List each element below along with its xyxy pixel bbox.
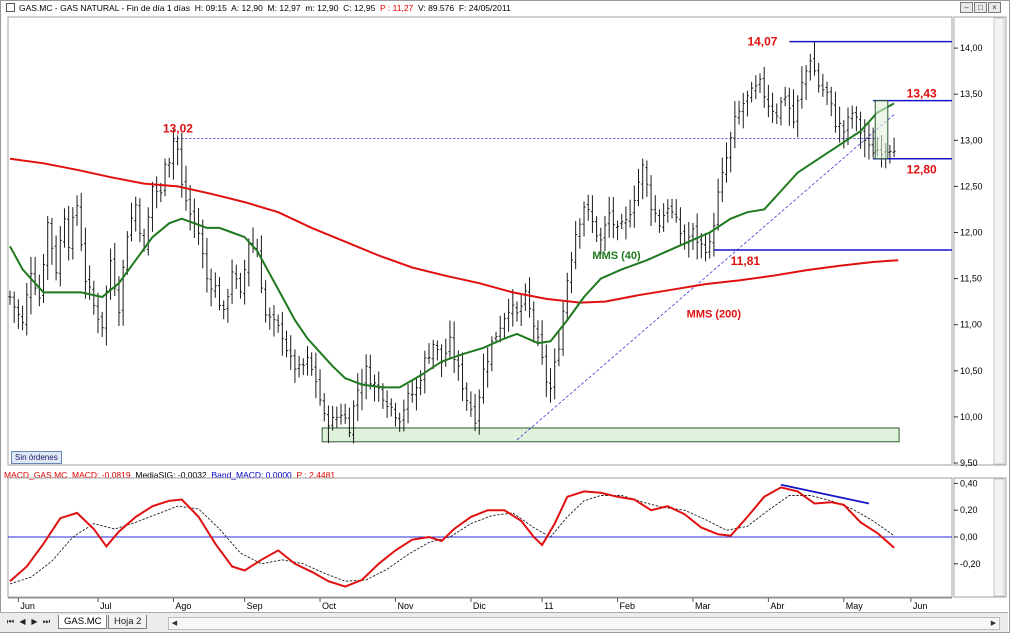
sheet-tab-bar: ⏮ ◀ ▶ ⏭ GAS.MC Hoja 2 ◀ ▶ bbox=[0, 612, 1008, 632]
x-axis-tick-label: Feb bbox=[620, 601, 636, 611]
price-pane-header: GAS.MC - GAS NATURAL - Fin de día 1 días… bbox=[4, 2, 764, 15]
scroll-right-icon[interactable]: ▶ bbox=[990, 620, 997, 627]
header-close: C: 12,95 bbox=[343, 3, 376, 13]
mms200-line bbox=[9, 157, 899, 304]
band-value: Band_MACD: 0,0000 bbox=[211, 470, 292, 480]
price-axis-tick-label: 10,00 bbox=[960, 412, 983, 422]
price-axis-tick-label: 12,00 bbox=[960, 228, 983, 238]
macd-axis-tick-label: 0,00 bbox=[960, 532, 978, 542]
orders-badge[interactable]: Sin órdenes bbox=[11, 451, 62, 464]
price-axis-tick-label: 12,50 bbox=[960, 181, 983, 191]
prior-high-label: 13,02 bbox=[163, 121, 193, 135]
last-sheet-icon[interactable]: ⏭ bbox=[42, 617, 51, 626]
header-change: P : 11,27 bbox=[380, 3, 414, 13]
price-axis-tick-label: 10,50 bbox=[960, 366, 983, 376]
macd-value: MACD: -0,0819 bbox=[72, 470, 131, 480]
macd-title: MACD_GAS.MC bbox=[4, 470, 68, 480]
x-axis-tick-label: May bbox=[846, 601, 864, 611]
price-axis-tick-label: 11,50 bbox=[960, 274, 982, 284]
mms40-series-label: MMS (40) bbox=[592, 250, 641, 262]
scroll-left-icon[interactable]: ◀ bbox=[171, 620, 178, 627]
recent-range-box bbox=[874, 100, 889, 160]
price-vscroll bbox=[993, 17, 1005, 465]
x-axis-tick-label: Oct bbox=[322, 601, 337, 611]
prev-sheet-icon[interactable]: ◀ bbox=[19, 617, 26, 626]
macd-signal-line bbox=[9, 495, 895, 585]
macd-line bbox=[9, 486, 895, 588]
x-axis-tick-label: Abr bbox=[770, 601, 784, 611]
macd-axis-tick-label: 0,20 bbox=[960, 505, 978, 515]
tab-gas-mc[interactable]: GAS.MC bbox=[58, 615, 108, 629]
macd-axis-tick-label: -0,20 bbox=[960, 559, 981, 569]
x-axis-tick-label: Dic bbox=[473, 601, 486, 611]
macd-pane-header: MACD_GAS.MC MACD: -0,0819 MediaSIG: -0,0… bbox=[4, 469, 764, 482]
price-bars bbox=[8, 41, 896, 444]
macd-axis-tick-label: 0,40 bbox=[960, 478, 978, 488]
macd-divergence-line bbox=[780, 483, 870, 505]
header-time: H: 09:15 bbox=[194, 3, 227, 13]
macd-change: P : 2,4481 bbox=[296, 470, 336, 480]
x-axis-tick-label: Sep bbox=[247, 601, 263, 611]
tab-hoja-2[interactable]: Hoja 2 bbox=[108, 615, 148, 629]
pane-menu-icon[interactable] bbox=[6, 3, 15, 12]
x-axis-tick-label: Mar bbox=[695, 601, 711, 611]
mms200-series-label: MMS (200) bbox=[687, 308, 742, 320]
next-sheet-icon[interactable]: ▶ bbox=[31, 617, 38, 626]
x-axis-tick-label: Jun bbox=[20, 601, 35, 611]
symbol-title: GAS.MC - GAS NATURAL - Fin de día 1 días bbox=[19, 3, 190, 13]
header-high: M: 12,97 bbox=[267, 3, 301, 13]
support-zone-box bbox=[321, 427, 900, 443]
header-date: F: 24/05/2011 bbox=[458, 3, 511, 13]
price-axis-tick-label: 13,00 bbox=[960, 135, 983, 145]
price-axis-tick-label: 9,50 bbox=[960, 458, 978, 468]
x-axis-tick-label: Jun bbox=[913, 601, 928, 611]
x-axis-tick-label: 11 bbox=[544, 601, 553, 611]
signal-value: MediaSIG: -0,0032 bbox=[135, 470, 207, 480]
x-axis-tick-label: Jul bbox=[100, 601, 112, 611]
support-label: 11,81 bbox=[731, 254, 761, 268]
high-label: 14,07 bbox=[747, 35, 777, 49]
restore-button[interactable]: □ bbox=[974, 2, 987, 13]
horizontal-scrollbar[interactable]: ◀ ▶ bbox=[168, 617, 1000, 630]
first-sheet-icon[interactable]: ⏮ bbox=[6, 617, 15, 626]
close-button[interactable]: × bbox=[988, 2, 1001, 13]
header-low: m: 12,90 bbox=[305, 3, 339, 13]
price-axis-tick-label: 13,50 bbox=[960, 89, 983, 99]
header-volume: V: 89.576 bbox=[418, 3, 455, 13]
rising-trendline bbox=[516, 114, 895, 441]
x-axis-tick-label: Nov bbox=[397, 601, 414, 611]
price-pane-border bbox=[7, 16, 953, 466]
mms40-line bbox=[9, 102, 895, 389]
x-axis-tick-label: Ago bbox=[175, 601, 191, 611]
header-open: A: 12,90 bbox=[231, 3, 263, 13]
resistance-label: 13,43 bbox=[907, 87, 937, 101]
macd-vscroll bbox=[993, 478, 1005, 597]
minimize-button[interactable]: – bbox=[960, 2, 973, 13]
price-axis-tick-label: 11,00 bbox=[960, 320, 982, 330]
price-axis-tick-label: 14,00 bbox=[960, 43, 983, 53]
recent-low-label: 12,80 bbox=[907, 163, 937, 177]
